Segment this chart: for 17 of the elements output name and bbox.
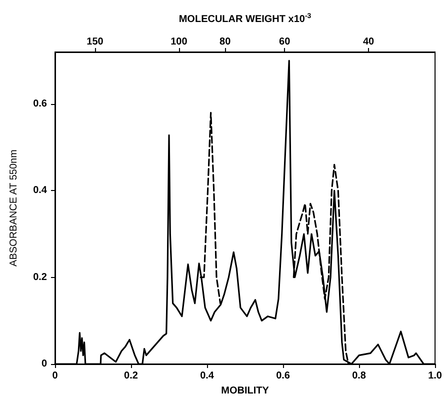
x-tick-label: 0.8: [352, 370, 366, 382]
y-tick-label: 0.2: [33, 272, 48, 283]
x-tick-label: 0: [52, 370, 58, 382]
y-tick-label: 0: [41, 358, 48, 370]
x2-tick-label: 60: [279, 36, 291, 48]
x2-tick-label: 40: [362, 36, 375, 48]
x2-tick-label: 80: [220, 36, 232, 48]
x-tick-label: 0.4: [200, 370, 214, 382]
y-tick-label: 0.4: [33, 185, 48, 196]
x2-tick-label: 150: [86, 36, 104, 48]
y-tick-label: 0.6: [33, 98, 48, 110]
x-tick-label: 1.0: [428, 370, 442, 382]
y-axis-title: ABSORBANCE AT 550nm: [8, 150, 20, 266]
x2-tick-label: 100: [170, 36, 188, 48]
x-tick-label: 0.6: [276, 370, 290, 382]
x-axis-title: MOBILITY: [221, 386, 270, 396]
x-tick-label: 0.2: [124, 370, 138, 382]
